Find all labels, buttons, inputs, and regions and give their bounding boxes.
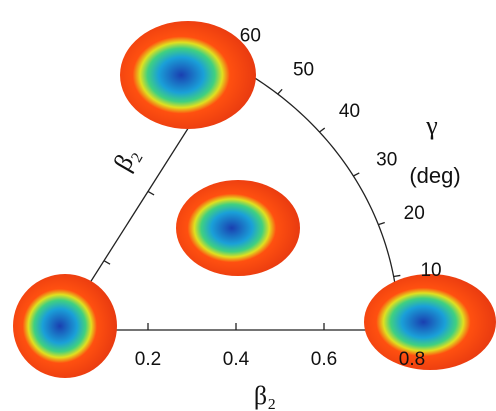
- y-tick-label: 30: [376, 150, 397, 171]
- y-tick: [394, 275, 401, 276]
- y-tick-label: 10: [420, 260, 441, 281]
- shapes: [13, 21, 496, 378]
- y-tick: [320, 128, 325, 132]
- y-axis-unit: (deg): [409, 163, 460, 188]
- x-tick-label: 0.6: [311, 349, 337, 370]
- shape-image: [176, 180, 300, 276]
- y-tick-label: 20: [404, 203, 425, 224]
- x-tick-label: 0.8: [399, 349, 425, 370]
- y-axis-label: γ: [425, 111, 438, 140]
- shape-image: [13, 274, 117, 378]
- edge-label: β₂: [108, 142, 144, 176]
- x-tick-label: 0.2: [135, 349, 161, 370]
- shape-image: [364, 274, 496, 370]
- y-tick-label: 60: [240, 26, 261, 47]
- edge-tick: [148, 191, 154, 195]
- x-tick-label: 0.4: [223, 349, 250, 370]
- chart: β₂ β₂ γ (deg) 0.2 0.4 0.6 0.8 10 20 30 40 50 60: [0, 0, 496, 411]
- y-tick-label: 50: [293, 59, 314, 80]
- edge-tick: [104, 261, 110, 265]
- y-tick: [278, 89, 282, 94]
- y-tick: [378, 223, 384, 225]
- x-axis-label: β₂: [254, 381, 276, 410]
- y-tick: [353, 173, 359, 176]
- y-tick-label: 40: [339, 101, 360, 122]
- shape-image: [120, 21, 256, 129]
